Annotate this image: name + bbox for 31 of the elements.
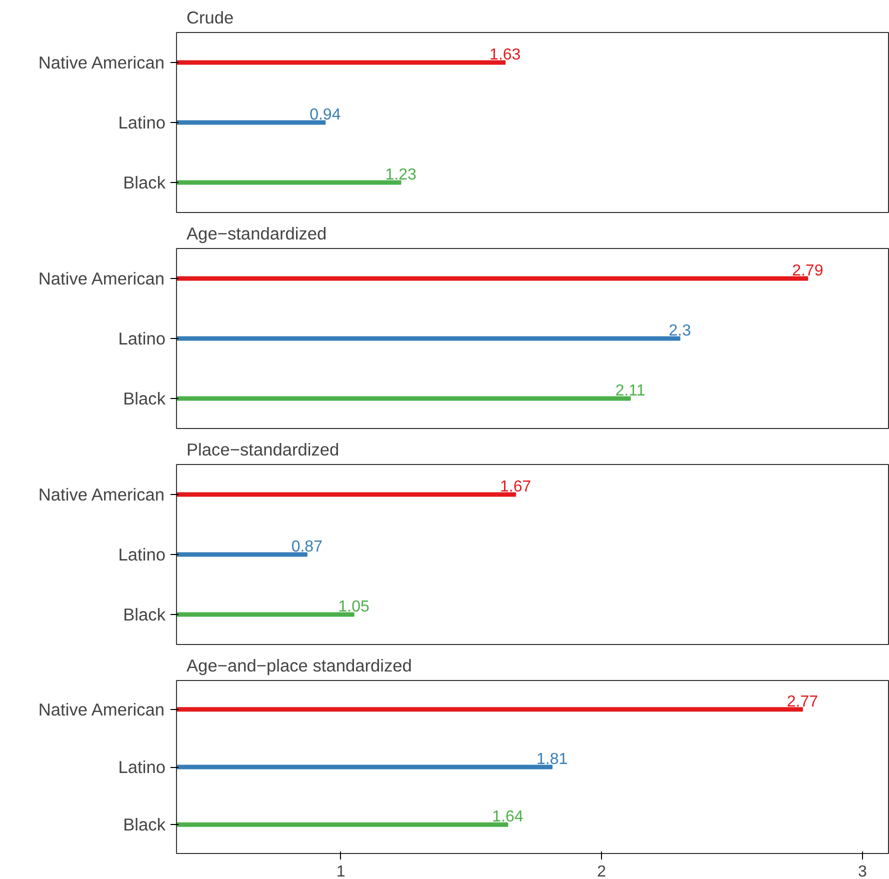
data-label: 2.11 xyxy=(615,382,646,400)
y-tick-label: Native American xyxy=(38,52,165,72)
y-tick-label: Native American xyxy=(38,699,165,720)
chart-title: Age−standardized xyxy=(186,224,327,244)
data-label: 0.94 xyxy=(310,106,341,124)
y-tick-label: Latino xyxy=(118,328,166,348)
y-tick-label: Latino xyxy=(118,757,166,777)
data-label: 1.67 xyxy=(500,478,532,496)
y-tick-label: Native American xyxy=(38,268,165,288)
data-label: 1.23 xyxy=(385,166,416,184)
y-tick-label: Latino xyxy=(118,544,166,564)
data-label: 1.05 xyxy=(338,598,370,616)
data-label: 1.64 xyxy=(492,808,524,826)
y-tick-label: Black xyxy=(123,814,166,835)
data-label: 2.77 xyxy=(786,693,818,710)
x-tick-label: 1 xyxy=(336,864,346,879)
data-label: 2.3 xyxy=(668,322,692,340)
y-tick-label: Latino xyxy=(118,112,166,132)
y-tick-label: Black xyxy=(123,604,166,624)
y-tick-label: Black xyxy=(123,172,166,192)
chart-title: Crude xyxy=(186,8,234,28)
chart-title: Place−standardized xyxy=(186,440,340,460)
data-label: 1.63 xyxy=(490,46,521,64)
chart-title: Age−and−place standardized xyxy=(186,656,412,676)
data-label: 2.79 xyxy=(792,262,824,280)
x-tick-label: 2 xyxy=(597,864,606,879)
data-label: 0.87 xyxy=(291,538,323,556)
data-label: 1.81 xyxy=(536,751,568,768)
y-tick-label: Native American xyxy=(38,484,165,504)
y-tick-label: Black xyxy=(123,388,166,408)
x-tick-label: 3 xyxy=(858,864,867,879)
